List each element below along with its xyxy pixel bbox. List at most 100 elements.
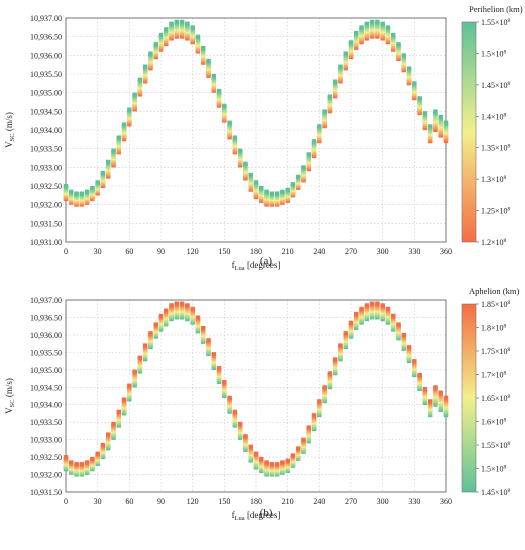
y-tick-label: 10,931.50 [30,219,62,228]
data-point [116,409,121,414]
data-point [391,313,396,318]
x-tick-label: 210 [282,247,294,256]
data-point [364,21,370,26]
data-point [90,456,95,461]
data-point [259,185,264,190]
colorbar-tick-label: 1.85×108 [481,300,511,309]
colorbar-tick-label: 1.5×108 [481,49,507,58]
x-tick-label: 330 [408,497,420,506]
colorbar [461,21,477,243]
data-point [290,182,296,187]
data-point [153,322,158,327]
data-point [206,338,211,343]
data-point [206,58,211,63]
panel-caption: (a) [260,255,273,267]
data-point [63,455,69,460]
data-point [338,64,343,69]
data-point [264,460,269,465]
data-point [311,139,317,144]
data-point [201,325,206,330]
x-tick-label: 300 [377,497,389,506]
data-point [248,172,253,177]
data-point [359,306,364,311]
y-tick-label: 10,936.50 [30,33,62,42]
y-tick-label: 10,933.00 [30,436,62,445]
y-tick-label: 10,932.00 [30,471,62,480]
colorbar-title: Perihelion (km) [469,4,523,14]
data-point [153,42,158,47]
colorbar-tick-label: 1.45×108 [481,81,511,90]
x-tick-label: 120 [187,247,199,256]
colorbar-tick-mantissa: 1.8×10 [481,324,504,333]
data-point [417,373,422,378]
data-point [332,357,338,362]
x-tick-label: 270 [345,497,357,506]
data-point [322,385,327,390]
data-point [306,425,311,430]
data-point [179,19,185,24]
y-tick-label: 10,936.00 [30,51,62,60]
data-point [95,180,100,185]
colorbar-tick-mantissa: 1.6×10 [481,418,504,427]
data-point [259,456,264,461]
data-point [385,306,391,311]
data-point [322,109,327,114]
data-point [269,462,275,467]
data-point [185,303,190,308]
colorbar-tick-label: 1.65×108 [481,394,511,403]
x-tick-label: 120 [187,497,199,506]
data-point [290,453,296,458]
data-point [406,66,412,71]
data-point [132,369,137,374]
colorbar-tick-label: 1.75×108 [481,347,511,356]
colorbar-tick-exponent: 8 [504,418,507,424]
data-point [169,21,174,26]
x-tick-label: 60 [125,497,133,506]
colorbar-tick-label: 1.35×108 [481,144,511,153]
data-point [211,352,216,357]
colorbar-tick-exponent: 8 [508,300,511,306]
colorbar-tick-exponent: 8 [504,465,507,471]
data-point [74,191,79,196]
colorbar-tick-label: 1.6×108 [481,418,507,427]
colorbar-tick-exponent: 8 [508,144,511,150]
data-point [74,462,79,467]
colorbar-tick-exponent: 8 [508,81,511,87]
data-point [327,94,333,99]
data-point [380,303,385,308]
y-tick-label: 10,935.50 [30,70,62,79]
y-tick-label: 10,934.50 [30,383,62,392]
colorbar-tick-label: 1.55×108 [481,18,511,27]
data-point [391,32,396,37]
data-point [158,32,164,37]
data-point [280,189,285,194]
data-point [296,446,301,451]
data-point [274,462,280,467]
data-point [427,399,433,404]
data-point [95,451,100,456]
panel-b: 10,931.50 10,932.00 10,932.50 10,933.00 10,9… [4,286,519,522]
colorbar-tick-exponent: 8 [508,488,511,494]
y-tick-label: 10,936.50 [30,313,62,322]
x-tick-label: 180 [250,497,262,506]
data-point [380,21,385,26]
data-point [185,21,190,26]
data-point [332,79,338,84]
x-tick-label: 0 [64,497,68,506]
colorbar-tick-exponent: 8 [508,207,511,213]
data-point [174,19,180,24]
x-tick-label: 300 [377,247,389,256]
colorbar-tick-mantissa: 1.45×10 [481,488,508,497]
x-tick-label: 360 [440,497,452,506]
data-point [195,34,201,39]
data-point [427,124,433,129]
x-tick-label: 240 [313,497,325,506]
colorbar-tick-mantissa: 1.45×10 [481,81,508,90]
colorbar-tick-mantissa: 1.7×10 [481,371,504,380]
data-point [232,135,238,140]
data-point [301,437,306,442]
data-point [369,301,375,306]
data-point [253,451,259,456]
x-tick-label: 240 [313,247,325,256]
